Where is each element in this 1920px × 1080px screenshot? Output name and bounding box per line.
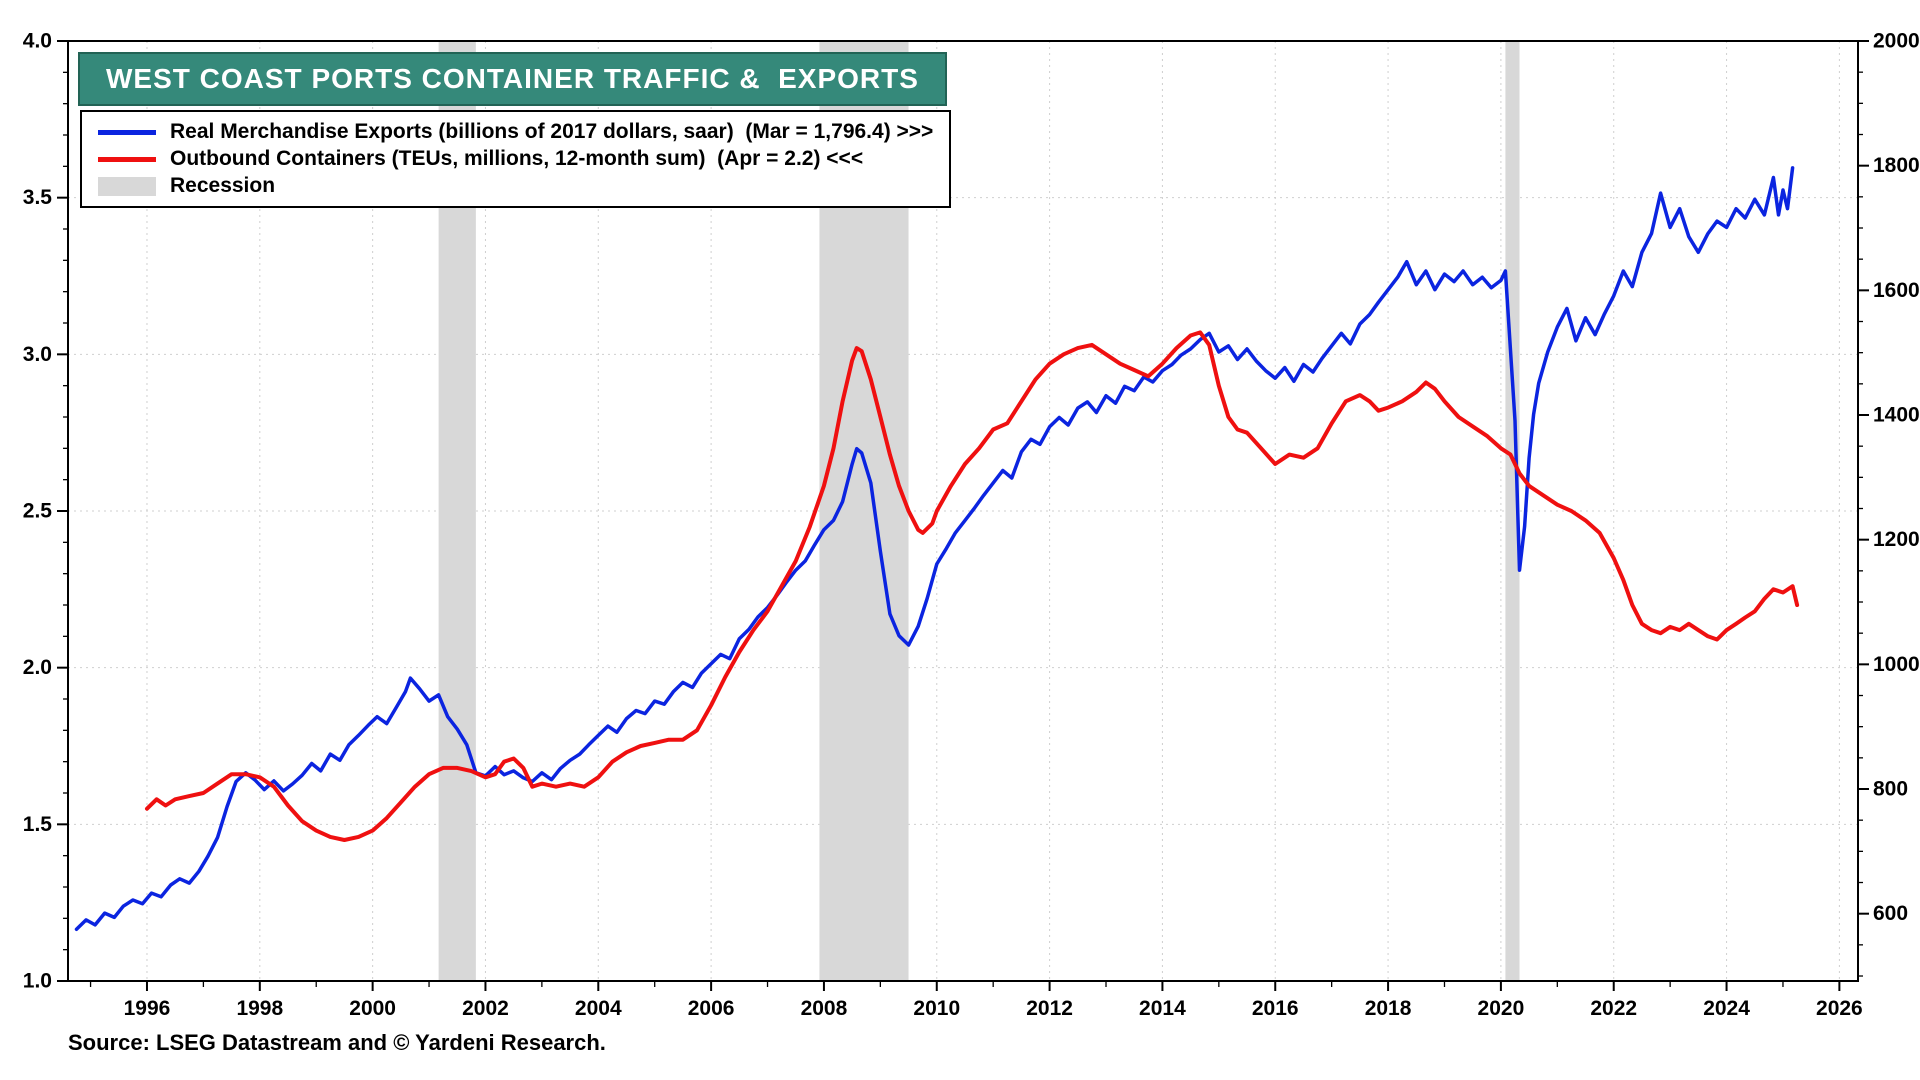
exports-line (74, 166, 1795, 932)
x-axis-tick-label: 2014 (1139, 997, 1186, 1020)
x-axis-tick-label: 1996 (124, 997, 171, 1020)
x-axis-tick-label: 2022 (1590, 997, 1637, 1020)
x-axis-tick-label: 2008 (801, 997, 848, 1020)
x-axis-tick-label: 2020 (1478, 997, 1525, 1020)
legend-item-1: Outbound Containers (TEUs, millions, 12-… (98, 147, 933, 171)
legend-label: Real Merchandise Exports (billions of 20… (170, 120, 934, 143)
right-axis-tick-label: 1400 (1873, 404, 1920, 427)
legend-line-swatch (98, 156, 156, 162)
x-axis-tick-label: 2002 (462, 997, 509, 1020)
right-axis-tick-label: 1200 (1873, 528, 1920, 551)
right-axis-tick-label: 600 (1873, 902, 1908, 925)
containers-line (145, 330, 1800, 842)
left-axis-tick-label: 1.0 (23, 970, 52, 993)
legend: Real Merchandise Exports (billions of 20… (80, 110, 952, 208)
legend-item-0: Real Merchandise Exports (billions of 20… (98, 120, 933, 144)
left-axis-tick-label: 3.5 (23, 186, 53, 209)
x-axis-tick-label: 2006 (688, 997, 735, 1020)
x-axis-tick-label: 2012 (1026, 997, 1073, 1020)
source-note: Source: LSEG Datastream and © Yardeni Re… (68, 1030, 606, 1055)
x-axis-tick-label: 2024 (1703, 997, 1750, 1020)
left-axis-tick-label: 3.0 (23, 343, 52, 366)
x-axis-tick-label: 2010 (913, 997, 960, 1020)
legend-line-swatch (98, 129, 156, 135)
left-axis-tick-label: 2.5 (23, 500, 53, 523)
legend-label: Outbound Containers (TEUs, millions, 12-… (170, 147, 864, 170)
right-axis-tick-label: 2000 (1873, 30, 1920, 53)
legend-label: Recession (170, 174, 276, 197)
x-axis-tick-label: 2004 (575, 997, 622, 1020)
left-axis-tick-label: 4.0 (23, 30, 52, 53)
right-axis-tick-label: 1800 (1873, 154, 1920, 177)
right-axis-tick-label: 1600 (1873, 279, 1920, 302)
x-axis-tick-label: 2018 (1365, 997, 1412, 1020)
chart-title: WEST COAST PORTS CONTAINER TRAFFIC & EXP… (78, 52, 947, 106)
x-axis-tick-label: 2000 (349, 997, 396, 1020)
right-axis-tick-label: 800 (1873, 778, 1908, 801)
x-axis-tick-label: 1998 (236, 997, 283, 1020)
left-axis-tick-label: 2.0 (23, 656, 52, 679)
recession-band (1505, 41, 1520, 981)
x-axis-tick-label: 2026 (1816, 997, 1863, 1020)
legend-item-2: Recession (98, 174, 933, 198)
x-axis-tick-label: 2016 (1252, 997, 1299, 1020)
left-axis-tick-label: 1.5 (23, 813, 53, 836)
legend-recession-swatch (98, 176, 156, 196)
right-axis-tick-label: 1000 (1873, 653, 1920, 676)
